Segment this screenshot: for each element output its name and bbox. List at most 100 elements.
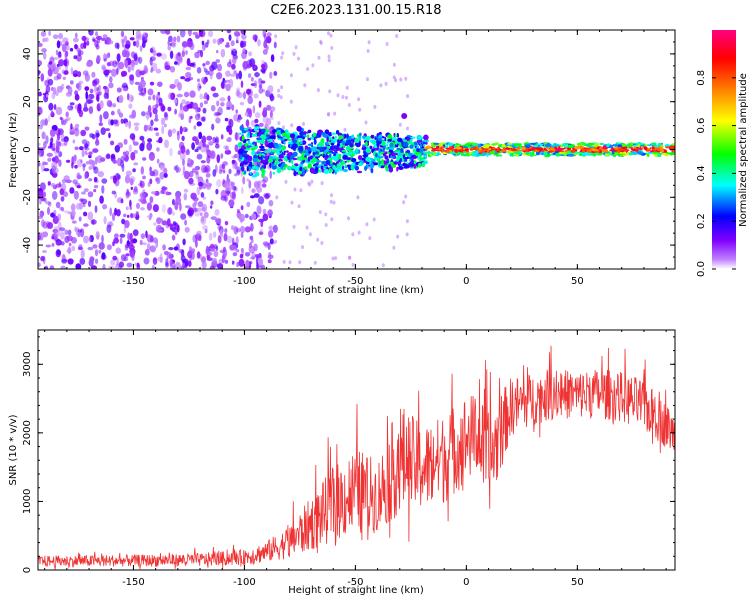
spectrogram-cell (491, 150, 496, 155)
spectrogram-cell (60, 231, 65, 240)
spectrogram-cell (117, 62, 120, 71)
spectrogram-cell (263, 156, 270, 159)
spectrogram-cell (233, 30, 240, 37)
spectrogram-cell (57, 53, 62, 59)
spectrogram-cell (386, 158, 390, 164)
spectrogram-cell (69, 187, 75, 194)
spectrogram-cell (155, 177, 159, 182)
spectrogram-cell (43, 168, 50, 172)
spectrogram-cell (137, 56, 143, 64)
spectrogram-cell (174, 108, 178, 115)
spectrogram-cell (95, 132, 100, 138)
spectrogram-cell (258, 196, 265, 205)
spectrogram-cell (182, 238, 186, 246)
spectrogram-cell (421, 161, 426, 168)
spectrogram-cell (386, 143, 389, 147)
spectrogram-cell (332, 145, 335, 151)
spectrogram-cell (256, 137, 263, 141)
spectrogram-cell (250, 256, 256, 260)
spectrogram-cell (188, 170, 194, 178)
spectrogram-cell (505, 150, 513, 154)
spectrogram-cell (291, 158, 294, 165)
spectrogram-plot: -150 -100 -50 0 50 40 20 0 -20 -40 Height of str… (8, 29, 676, 296)
spectrogram-cell (239, 125, 243, 131)
spectrogram-cell (85, 161, 90, 165)
spectrogram-cell (251, 213, 257, 220)
spectrogram-cell (437, 142, 445, 147)
snr-y-ticks: 0 1000 2000 3000 (22, 336, 675, 573)
spectrogram-cell (303, 157, 308, 160)
spectrogram-cell (357, 230, 361, 235)
spectrogram-cell (424, 160, 428, 165)
spectrogram-cell (184, 219, 188, 226)
spectrogram-cell (266, 32, 272, 37)
snr-y-tick-label: 3000 (22, 352, 33, 377)
snr-x-tick-label: 0 (463, 577, 469, 588)
spectrogram-cell (128, 144, 132, 153)
spectrogram-cell (317, 55, 321, 60)
spectrogram-cell (108, 82, 114, 89)
spectrogram-cell (51, 147, 55, 151)
spectrogram-cell (410, 154, 416, 158)
spectrogram-cell (71, 210, 76, 217)
spectrogram-cell (413, 163, 416, 169)
spectrogram-cell (157, 81, 163, 87)
spectrogram-cell (219, 38, 223, 45)
spectrogram-cell (231, 244, 237, 251)
spectrogram-cell (106, 62, 112, 67)
spectrogram-cell (71, 245, 76, 252)
spectrogram-cell (114, 233, 119, 240)
spectrogram-cell (207, 251, 213, 256)
spectrogram-cell (52, 66, 59, 75)
spectrogram-cell (125, 121, 129, 128)
spectrogram-cell (387, 134, 393, 140)
spectrogram-cell (323, 168, 329, 174)
spectrogram-cell (232, 252, 238, 257)
spectrogram-cell (186, 58, 191, 66)
spectrogram-cell (163, 250, 169, 256)
spectrogram-cell (94, 258, 99, 264)
spectrogram-cell (389, 142, 394, 148)
spectrogram-cell (131, 254, 135, 262)
spectrogram-cell (64, 229, 69, 236)
spectrogram-cell (462, 148, 466, 151)
spectrogram-cell (370, 139, 375, 143)
spectrogram-cell (209, 243, 215, 249)
spectrogram-cell (123, 213, 127, 218)
spectrogram-cell (283, 156, 287, 162)
spectrogram-cell (51, 183, 56, 188)
spectrogram-cell (210, 200, 214, 206)
spectrogram-cell (400, 152, 404, 156)
colorbar-tick-label: 0.2 (696, 213, 707, 229)
spectrogram-cell (396, 155, 400, 162)
spectrogram-cell (664, 153, 669, 157)
spectrogram-cell (194, 136, 199, 141)
spectrogram-cell (258, 83, 263, 89)
spectrogram-cell (94, 249, 99, 257)
spectrogram-cell (333, 111, 337, 116)
spectrogram-cell (484, 150, 488, 153)
spectrogram-cell (64, 118, 68, 123)
spectrogram-cell (296, 125, 302, 132)
spectrogram-cell (286, 130, 289, 136)
spectrogram-cell (152, 204, 159, 213)
spectrogram-cell (197, 201, 204, 208)
spectrogram-cell (655, 144, 660, 148)
spectrogram-cell (254, 126, 258, 132)
spectrogram-cell (369, 145, 373, 150)
spectrogram-cell (206, 135, 213, 141)
spectrogram-cell (347, 216, 350, 221)
spectrogram-cell (344, 165, 348, 169)
spectrogram-cell (45, 135, 49, 144)
spectrogram-cell (248, 180, 252, 189)
spectrogram-cell (404, 194, 408, 199)
spectrogram-cell (257, 257, 264, 266)
spectrogram-cell (341, 140, 346, 146)
spectrogram-cell (567, 153, 575, 157)
spectrogram-cell (103, 58, 108, 62)
spectrogram-cell (179, 202, 182, 212)
spectrogram-cell (268, 147, 272, 153)
spectrogram-cell (101, 37, 106, 42)
spectrogram-cell (98, 84, 101, 92)
spectrogram-cell (213, 231, 217, 238)
